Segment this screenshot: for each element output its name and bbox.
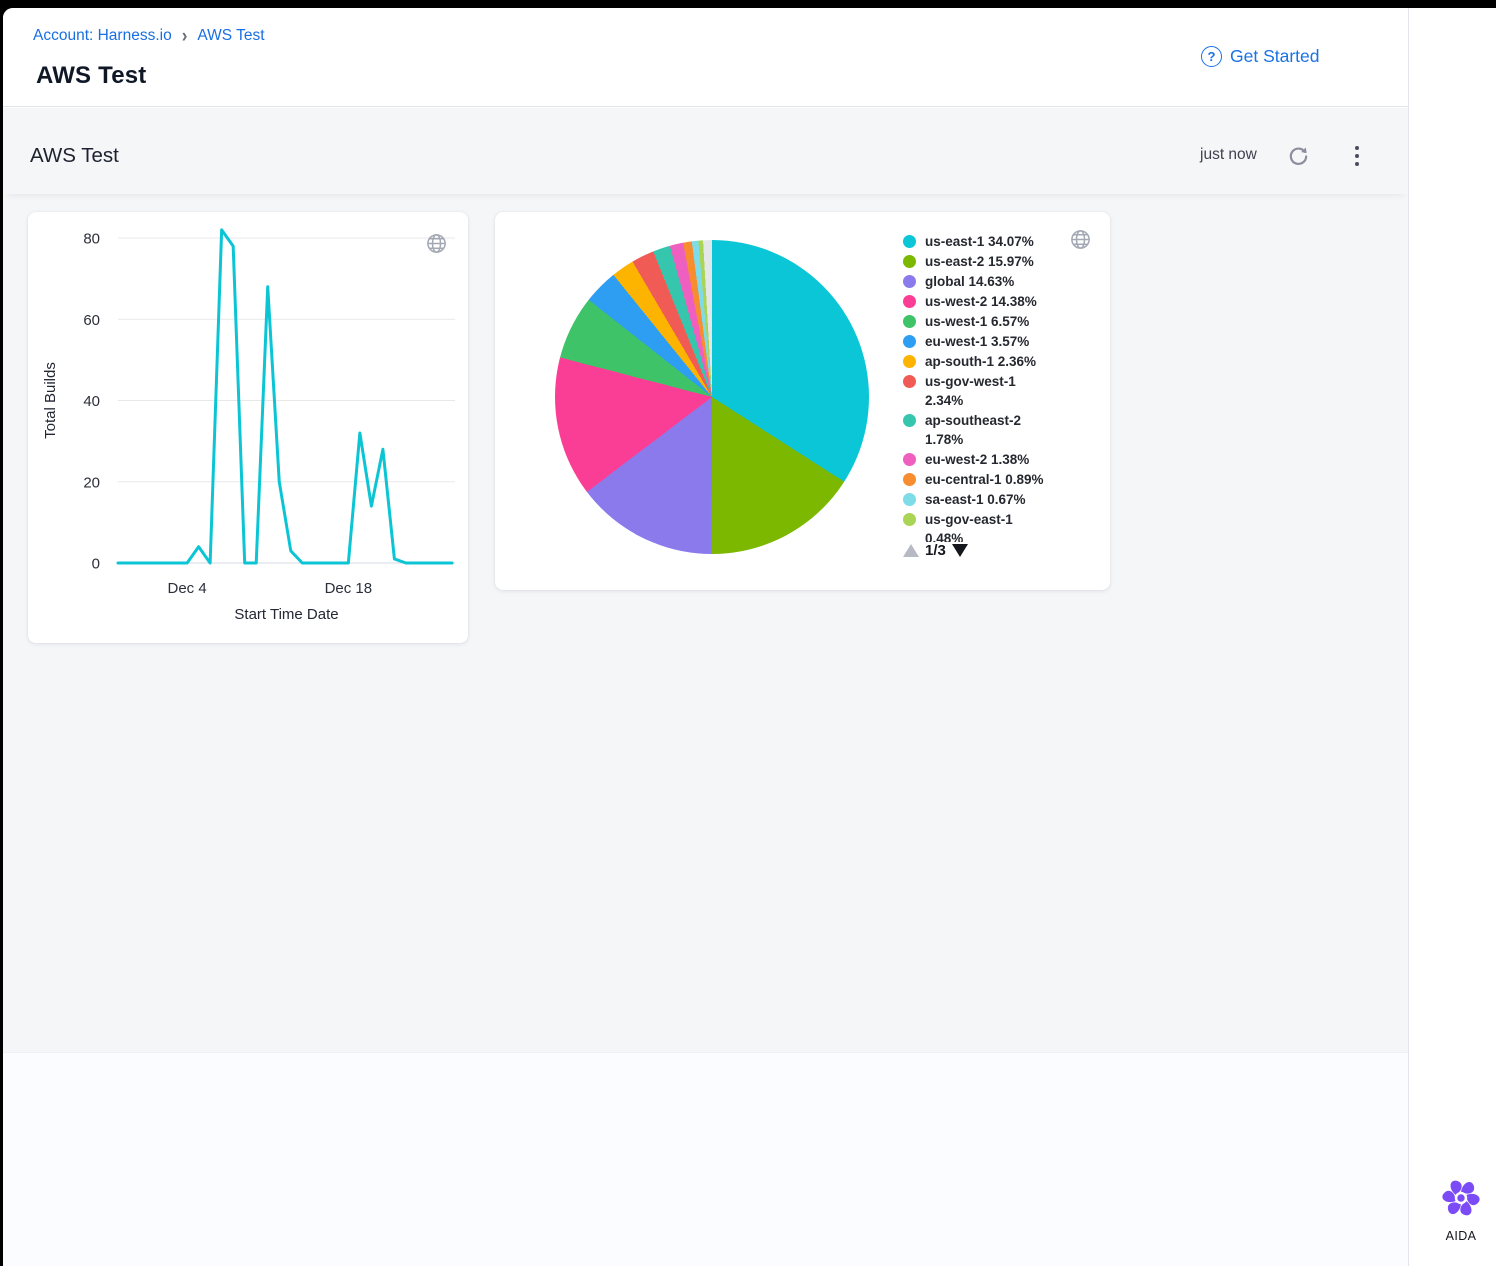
svg-text:60: 60 xyxy=(83,312,100,329)
legend-item[interactable]: us-gov-west-1 2.34% xyxy=(903,372,1081,410)
legend-label: global 14.63% xyxy=(925,274,1015,289)
aida-assistant-button[interactable]: AIDA xyxy=(1428,1176,1494,1243)
legend-dot-icon xyxy=(903,255,916,268)
breadcrumb: Account: Harness.io › AWS Test xyxy=(33,24,265,47)
regions-pie-chart-card: us-east-1 34.07% us-east-2 15.97% global 1… xyxy=(495,212,1110,590)
legend-label: us-east-2 15.97% xyxy=(925,254,1034,269)
svg-text:40: 40 xyxy=(83,393,100,410)
legend-pagination: 1/3 xyxy=(903,542,968,559)
svg-text:20: 20 xyxy=(83,474,100,491)
last-refreshed-text: just now xyxy=(1200,146,1257,163)
legend-label: ap-southeast-2 1.78% xyxy=(925,413,1022,447)
dashboard-toolbar: AWS Test just now xyxy=(3,108,1408,194)
help-icon: ? xyxy=(1201,46,1222,67)
globe-icon[interactable] xyxy=(425,232,448,255)
refresh-button[interactable] xyxy=(1284,142,1312,170)
legend-item[interactable]: us-east-1 34.07% xyxy=(903,232,1081,251)
app-page: Account: Harness.io › AWS Test AWS Test … xyxy=(3,8,1496,1266)
legend-item[interactable]: global 14.63% xyxy=(903,272,1081,291)
page-header: Account: Harness.io › AWS Test AWS Test … xyxy=(3,8,1408,107)
legend-dot-icon xyxy=(903,355,916,368)
legend-label: eu-west-1 3.57% xyxy=(925,334,1030,349)
legend-dot-icon xyxy=(903,473,916,486)
legend-label: us-gov-west-1 2.34% xyxy=(925,374,1016,408)
dashboard-area-lower xyxy=(3,1052,1408,1266)
right-side-panel xyxy=(1408,8,1496,1266)
refresh-icon xyxy=(1289,146,1307,165)
legend-dot-icon xyxy=(903,513,916,526)
legend-dot-icon xyxy=(903,335,916,348)
legend-dot-icon xyxy=(903,375,916,388)
aida-pinwheel-icon xyxy=(1442,1180,1480,1216)
dashboard-area: AWS Test just now xyxy=(3,108,1408,1052)
total-builds-chart-card: 0 20 40 60 80 Dec 4 Dec 18 Total Builds Start Ti… xyxy=(28,212,468,643)
svg-text:0: 0 xyxy=(92,556,100,573)
chevron-right-icon: › xyxy=(181,24,188,47)
legend-item[interactable]: ap-southeast-2 1.78% xyxy=(903,411,1081,449)
legend-prev-page-icon[interactable] xyxy=(903,544,919,557)
legend-dot-icon xyxy=(903,295,916,308)
legend-label: us-gov-east-1 0.48% xyxy=(925,512,1013,542)
line-chart: 0 20 40 60 80 Dec 4 Dec 18 Total Builds Start Ti… xyxy=(42,228,455,623)
legend-label: eu-central-1 0.89% xyxy=(925,472,1044,487)
aida-label: AIDA xyxy=(1445,1229,1477,1243)
pie-chart xyxy=(555,240,869,554)
breadcrumb-current-link[interactable]: AWS Test xyxy=(197,27,265,44)
legend-label: us-west-2 14.38% xyxy=(925,294,1037,309)
legend-item[interactable]: us-gov-east-1 0.48% xyxy=(903,510,1081,542)
get-started-link[interactable]: ? Get Started xyxy=(1201,46,1320,67)
legend-label: ap-south-1 2.36% xyxy=(925,354,1037,369)
get-started-label: Get Started xyxy=(1230,46,1320,66)
kebab-menu-icon xyxy=(1355,144,1359,168)
legend-item[interactable]: us-west-2 14.38% xyxy=(903,292,1081,311)
pie-legend: us-east-1 34.07% us-east-2 15.97% global 1… xyxy=(903,232,1081,542)
legend-label: us-east-1 34.07% xyxy=(925,234,1034,249)
legend-item[interactable]: sa-east-1 0.67% xyxy=(903,490,1081,509)
legend-item[interactable]: eu-west-1 3.57% xyxy=(903,332,1081,351)
legend-label: eu-west-2 1.38% xyxy=(925,452,1030,467)
legend-item[interactable]: ap-south-1 2.36% xyxy=(903,352,1081,371)
legend-dot-icon xyxy=(903,315,916,328)
legend-dot-icon xyxy=(903,453,916,466)
legend-next-page-icon[interactable] xyxy=(951,544,968,557)
legend-item[interactable]: us-east-2 15.97% xyxy=(903,252,1081,271)
legend-item[interactable]: eu-west-2 1.38% xyxy=(903,450,1081,469)
more-options-button[interactable] xyxy=(1343,142,1371,170)
svg-text:Dec 4: Dec 4 xyxy=(168,580,207,597)
svg-text:80: 80 xyxy=(83,231,100,248)
legend-dot-icon xyxy=(903,414,916,427)
svg-text:Dec 18: Dec 18 xyxy=(325,580,373,597)
legend-item[interactable]: us-west-1 6.57% xyxy=(903,312,1081,331)
dashboard-heading: AWS Test xyxy=(30,144,119,167)
legend-dot-icon xyxy=(903,275,916,288)
legend-label: us-west-1 6.57% xyxy=(925,314,1030,329)
legend-label: sa-east-1 0.67% xyxy=(925,492,1026,507)
breadcrumb-account-link[interactable]: Account: Harness.io xyxy=(33,27,172,44)
page-title: AWS Test xyxy=(36,62,147,89)
svg-text:Total Builds: Total Builds xyxy=(42,362,59,439)
svg-text:Start Time Date: Start Time Date xyxy=(234,606,338,623)
legend-dot-icon xyxy=(903,493,916,506)
legend-item[interactable]: eu-central-1 0.89% xyxy=(903,470,1081,489)
legend-dot-icon xyxy=(903,235,916,248)
globe-icon[interactable] xyxy=(1069,228,1092,251)
legend-page-indicator: 1/3 xyxy=(925,542,946,559)
